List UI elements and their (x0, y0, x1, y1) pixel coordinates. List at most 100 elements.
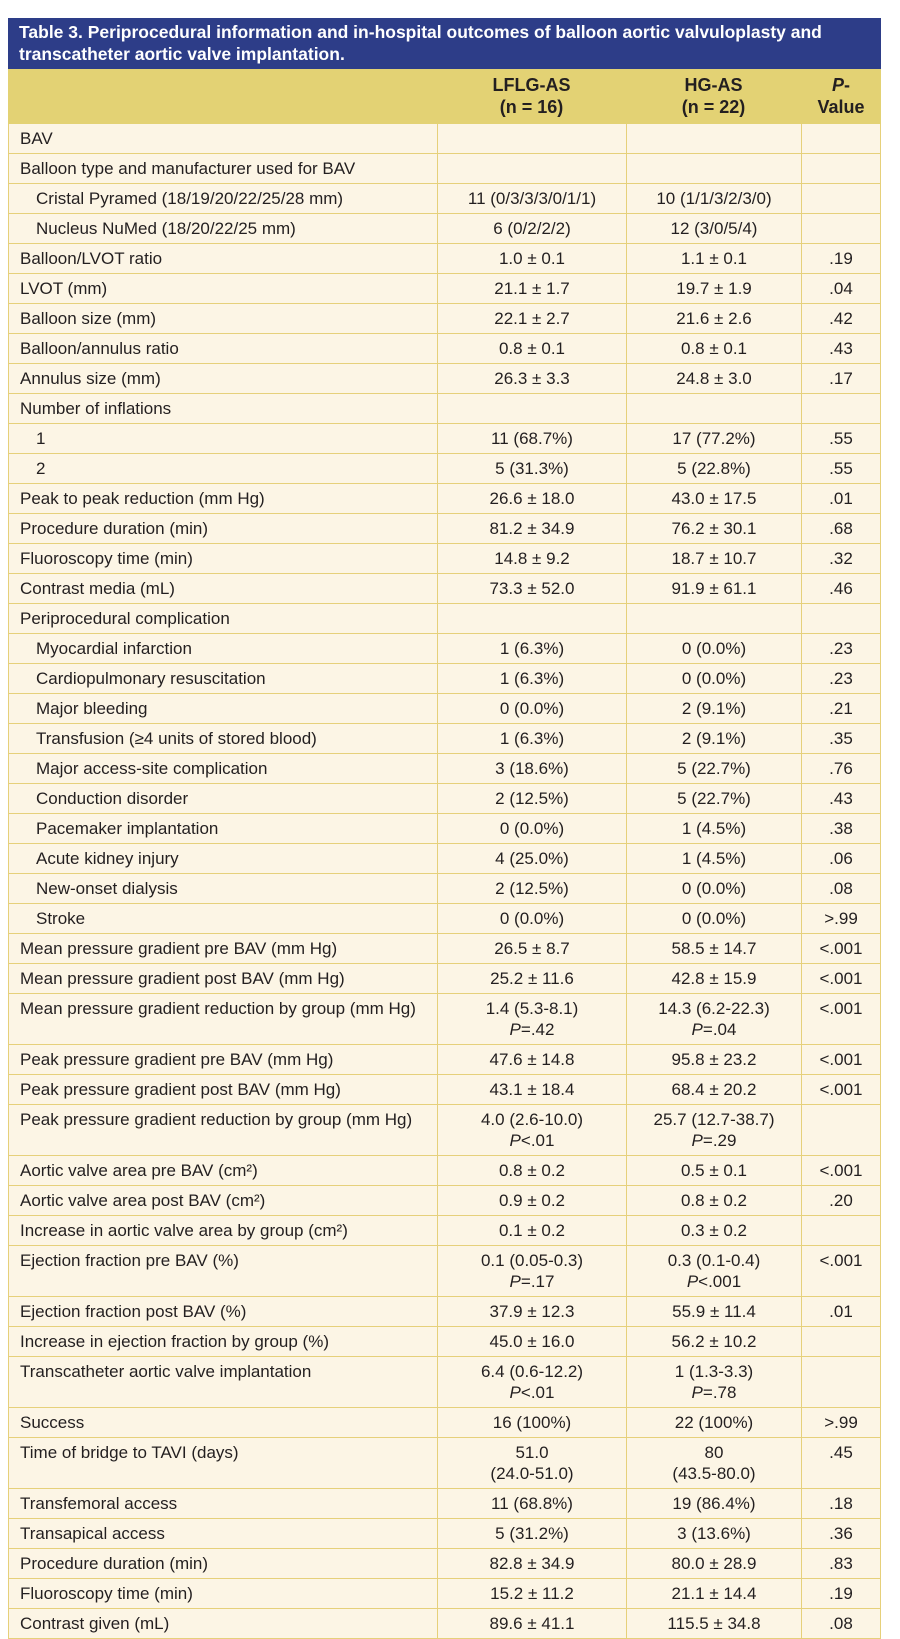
lflg-as-cell: 1 (6.3%) (437, 664, 626, 693)
header-lflg-as: LFLG-AS (n = 16) (437, 69, 626, 124)
hg-as-cell (626, 604, 801, 633)
header-p-value-line2: Value (817, 97, 865, 117)
row-label: 1 (8, 424, 437, 453)
hg-as-subvalue: P=.04 (691, 1020, 737, 1039)
table-row: Mean pressure gradient post BAV (mm Hg) 2… (8, 964, 881, 994)
hg-as-cell: 25.7 (12.7-38.7) P=.29 (626, 1105, 801, 1155)
p-value-cell: .32 (801, 544, 881, 573)
lflg-as-cell: 82.8 ± 34.9 (437, 1549, 626, 1578)
lflg-as-value: 26.5 ± 8.7 (494, 939, 570, 958)
p-value-cell: .17 (801, 364, 881, 393)
lflg-as-value: 81.2 ± 34.9 (489, 519, 575, 538)
lflg-as-cell: 2 (12.5%) (437, 784, 626, 813)
lflg-as-cell: 11 (68.8%) (437, 1489, 626, 1518)
table-row: Time of bridge to TAVI (days) 51.0 (24.0-5… (8, 1438, 881, 1489)
p-value: .68 (829, 519, 853, 538)
table-row: Myocardial infarction 1 (6.3%) 0 (0.0%) .23 (8, 634, 881, 664)
row-label-text: Ejection fraction post BAV (%) (20, 1302, 247, 1321)
table-row: Periprocedural complication (8, 604, 881, 634)
lflg-as-cell: 22.1 ± 2.7 (437, 304, 626, 333)
table-row: Pacemaker implantation 0 (0.0%) 1 (4.5%) .3… (8, 814, 881, 844)
table-body: BAV Balloon type and manufacturer used fo… (8, 124, 881, 1639)
p-value: .23 (829, 639, 853, 658)
row-label: Aortic valve area pre BAV (cm²) (8, 1156, 437, 1185)
lflg-as-cell: 26.3 ± 3.3 (437, 364, 626, 393)
p-value-cell: <.001 (801, 1075, 881, 1104)
p-value-cell: .20 (801, 1186, 881, 1215)
header-p-value-line1: P- (831, 75, 850, 95)
hg-as-value: 10 (1/1/3/2/3/0) (656, 189, 772, 208)
table-row: Contrast given (mL) 89.6 ± 41.1 115.5 ± 34… (8, 1609, 881, 1639)
hg-as-value: 76.2 ± 30.1 (671, 519, 757, 538)
p-value-cell (801, 394, 881, 423)
hg-as-cell: 0.3 (0.1-0.4) P<.001 (626, 1246, 801, 1296)
lflg-as-value: 1 (6.3%) (499, 639, 565, 658)
hg-as-value: 0 (0.0%) (681, 669, 747, 688)
lflg-as-subvalue: P<.01 (509, 1383, 555, 1402)
row-label-text: Periprocedural complication (20, 609, 230, 628)
row-label: LVOT (mm) (8, 274, 437, 303)
hg-as-cell: 80.0 ± 28.9 (626, 1549, 801, 1578)
table-row: Procedure duration (min) 82.8 ± 34.9 80.0 … (8, 1549, 881, 1579)
lflg-as-value: 16 (100%) (492, 1413, 572, 1432)
lflg-as-value: 26.6 ± 18.0 (489, 489, 575, 508)
hg-as-value: 18.7 ± 10.7 (671, 549, 757, 568)
table-row: Mean pressure gradient reduction by grou… (8, 994, 881, 1045)
lflg-as-value: 4 (25.0%) (495, 849, 569, 868)
lflg-as-value: 1 (6.3%) (499, 729, 565, 748)
row-label-text: Contrast given (mL) (20, 1614, 170, 1633)
row-label: Procedure duration (min) (8, 514, 437, 543)
lflg-as-cell: 81.2 ± 34.9 (437, 514, 626, 543)
table-row: Peak pressure gradient reduction by grou… (8, 1105, 881, 1156)
hg-as-value: 0.5 ± 0.1 (680, 1161, 748, 1180)
table-row: Aortic valve area pre BAV (cm²) 0.8 ± 0.2… (8, 1156, 881, 1186)
hg-as-cell: 21.1 ± 14.4 (626, 1579, 801, 1608)
lflg-as-subvalue: (24.0-51.0) (490, 1464, 574, 1483)
lflg-as-cell: 43.1 ± 18.4 (437, 1075, 626, 1104)
lflg-as-cell: 26.5 ± 8.7 (437, 934, 626, 963)
row-label-text: Procedure duration (min) (20, 1554, 209, 1573)
table-row: Major access-site complication 3 (18.6%) 5… (8, 754, 881, 784)
row-label: Number of inflations (8, 394, 437, 423)
hg-as-value: 1.1 ± 0.1 (680, 249, 748, 268)
row-label-text: Increase in aortic valve area by group (… (20, 1221, 348, 1240)
p-value-cell: .08 (801, 1609, 881, 1638)
p-value: .32 (829, 549, 853, 568)
row-label-text: Stroke (36, 909, 86, 928)
p-value-cell (801, 154, 881, 183)
p-value-cell: <.001 (801, 1156, 881, 1185)
hg-as-cell: 55.9 ± 11.4 (626, 1297, 801, 1326)
table-row: Cristal Pyramed (18/19/20/22/25/28 mm) 11… (8, 184, 881, 214)
p-value-cell: .55 (801, 424, 881, 453)
lflg-as-cell: 2 (12.5%) (437, 874, 626, 903)
table-row: Balloon/annulus ratio 0.8 ± 0.1 0.8 ± 0.1.… (8, 334, 881, 364)
hg-as-cell: 56.2 ± 10.2 (626, 1327, 801, 1356)
hg-as-value: 95.8 ± 23.2 (671, 1050, 757, 1069)
lflg-as-cell: 1 (6.3%) (437, 724, 626, 753)
table-row: Peak pressure gradient pre BAV (mm Hg) 47… (8, 1045, 881, 1075)
lflg-as-value: 0 (0.0%) (499, 699, 565, 718)
hg-as-value: 0 (0.0%) (681, 909, 747, 928)
lflg-as-cell: 0.9 ± 0.2 (437, 1186, 626, 1215)
hg-as-cell: 18.7 ± 10.7 (626, 544, 801, 573)
p-value: .06 (829, 849, 853, 868)
p-value-cell: .76 (801, 754, 881, 783)
p-value: .17 (829, 369, 853, 388)
row-label: Fluoroscopy time (min) (8, 1579, 437, 1608)
p-value-cell: .68 (801, 514, 881, 543)
hg-as-value: 2 (9.1%) (681, 699, 747, 718)
p-value-cell: <.001 (801, 1045, 881, 1074)
table-row: Mean pressure gradient pre BAV (mm Hg) 26… (8, 934, 881, 964)
lflg-as-value: 0.1 ± 0.2 (498, 1221, 566, 1240)
hg-as-value: 21.1 ± 14.4 (671, 1584, 757, 1603)
p-value-cell: .23 (801, 634, 881, 663)
lflg-as-value: 1 (6.3%) (499, 669, 565, 688)
hg-as-value: 1 (4.5%) (681, 819, 747, 838)
hg-as-value: 19 (86.4%) (672, 1494, 756, 1513)
p-value-cell (801, 184, 881, 213)
lflg-as-value: 0.8 ± 0.1 (498, 339, 566, 358)
hg-as-cell: 5 (22.7%) (626, 754, 801, 783)
table-row: LVOT (mm) 21.1 ± 1.7 19.7 ± 1.9 .04 (8, 274, 881, 304)
header-lflg-as-n: (n = 16) (499, 97, 564, 117)
row-label-text: Mean pressure gradient pre BAV (mm Hg) (20, 939, 338, 958)
